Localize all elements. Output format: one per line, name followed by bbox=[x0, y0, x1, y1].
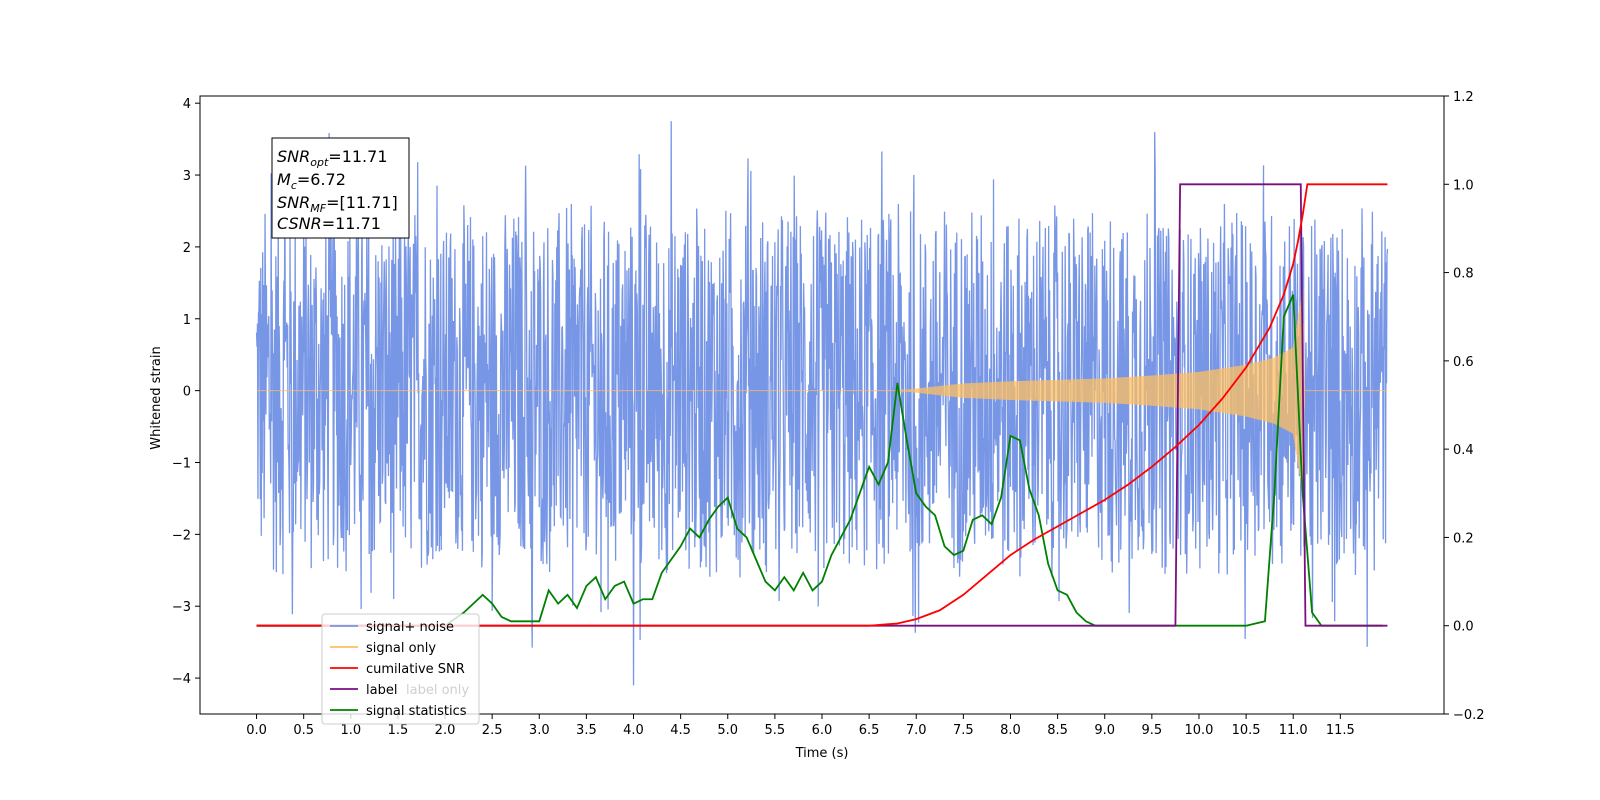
y-right-tick-label: 0.6 bbox=[1453, 355, 1474, 370]
series-label bbox=[256, 183, 1388, 627]
y-left-tick-label: −1 bbox=[172, 456, 191, 471]
x-tick-label: 3.5 bbox=[576, 723, 597, 738]
y-right-tick-label: 0.8 bbox=[1453, 267, 1474, 282]
y-left-tick-label: 3 bbox=[183, 169, 191, 184]
x-tick-label: 7.5 bbox=[953, 723, 974, 738]
x-tick-label: 10.0 bbox=[1184, 723, 1213, 738]
x-tick-label: 2.5 bbox=[482, 723, 503, 738]
y-axis-label: Whitened strain bbox=[149, 346, 164, 449]
x-tick-label: 5.5 bbox=[765, 723, 786, 738]
y-right-tick-label: 0.0 bbox=[1453, 620, 1474, 635]
x-tick-label: 9.5 bbox=[1142, 723, 1163, 738]
legend-label-signal-statistics: signal statistics bbox=[366, 704, 467, 719]
y-left-tick-label: −2 bbox=[172, 528, 191, 543]
annotation-snr-mf: SNRMF=[11.71] bbox=[277, 193, 398, 215]
x-axis-label: Time (s) bbox=[795, 746, 849, 761]
x-tick-label: 9.0 bbox=[1094, 723, 1115, 738]
x-tick-label: 5.0 bbox=[717, 723, 738, 738]
y-right-tick-label: 1.0 bbox=[1453, 178, 1474, 193]
x-tick-label: 7.0 bbox=[906, 723, 927, 738]
y-left-tick-label: 1 bbox=[183, 313, 191, 328]
annotation-snr-opt: SNRopt=11.71 bbox=[277, 147, 388, 169]
legend-label-signal-noise: signal+ noise bbox=[366, 620, 454, 635]
y-right-tick-label: 1.2 bbox=[1453, 90, 1474, 105]
legend-label-label: label bbox=[366, 683, 397, 698]
legend-label-cumilative-snr: cumilative SNR bbox=[366, 662, 465, 677]
series-signal-noise bbox=[255, 121, 1389, 686]
series-signal-statistics bbox=[256, 294, 1383, 627]
y-left-tick-label: 2 bbox=[183, 241, 191, 256]
x-tick-label: 0.5 bbox=[293, 723, 314, 738]
annotation-mc: Mc=6.72 bbox=[277, 170, 346, 192]
x-tick-label: 10.5 bbox=[1232, 723, 1261, 738]
x-tick-label: 0.0 bbox=[246, 723, 267, 738]
x-tick-label: 8.0 bbox=[1000, 723, 1021, 738]
series-signal-only bbox=[256, 290, 1388, 490]
x-tick-label: 1.0 bbox=[340, 723, 361, 738]
x-tick-label: 6.5 bbox=[859, 723, 880, 738]
x-tick-label: 4.0 bbox=[623, 723, 644, 738]
annotation-box: SNRopt=11.71 Mc=6.72 SNRMF=[11.71] CSNR=… bbox=[271, 137, 410, 239]
y-left-tick-label: −4 bbox=[172, 672, 191, 687]
x-tick-label: 2.0 bbox=[435, 723, 456, 738]
y-left-tick-label: −3 bbox=[172, 600, 191, 615]
y-right-tick-label: 0.2 bbox=[1453, 531, 1474, 546]
series-cumilative-snr bbox=[256, 183, 1388, 627]
annotation-csnr: CSNR=11.71 bbox=[277, 214, 381, 233]
x-tick-label: 3.0 bbox=[529, 723, 550, 738]
x-tick-label: 11.5 bbox=[1326, 723, 1355, 738]
y-left-tick-label: 0 bbox=[183, 385, 191, 400]
x-tick-label: 6.0 bbox=[812, 723, 833, 738]
x-tick-label: 11.0 bbox=[1279, 723, 1308, 738]
legend-label-signal-only: signal only bbox=[366, 641, 436, 656]
x-tick-label: 8.5 bbox=[1047, 723, 1068, 738]
legend-label-label-only: label only bbox=[406, 683, 469, 698]
x-tick-label: 1.5 bbox=[388, 723, 409, 738]
y-left-tick-label: 4 bbox=[183, 97, 191, 112]
y-right-tick-label: 0.4 bbox=[1453, 443, 1474, 458]
x-tick-label: 4.5 bbox=[670, 723, 691, 738]
y-right-tick-label: −0.2 bbox=[1453, 708, 1485, 723]
legend: signal+ noise signal only cumilative SNR… bbox=[321, 613, 480, 725]
